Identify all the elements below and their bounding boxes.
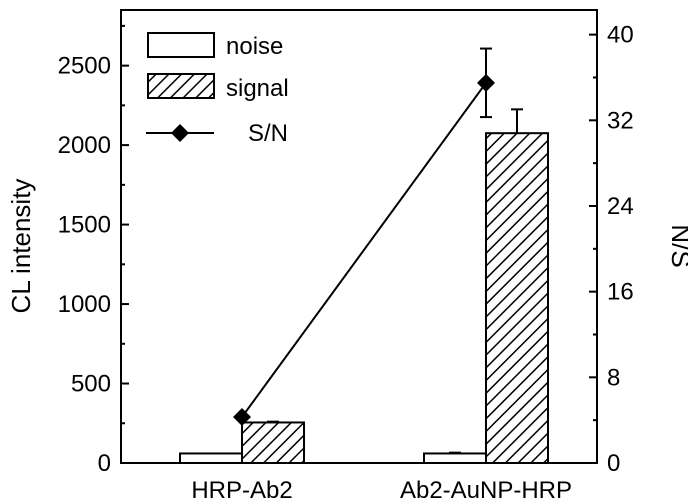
x-axis: HRP-Ab2 Ab2-AuNP-HRP	[191, 455, 572, 504]
y-right-tick-label-40: 40	[607, 22, 634, 49]
y-axis-label: CL intensity	[6, 179, 36, 314]
sn-marker-HRP-Ab2	[233, 407, 251, 426]
y-right-tick-label-8: 8	[607, 364, 620, 391]
sn-line-layer	[233, 47, 495, 426]
y-right-tick-label-0: 0	[607, 450, 620, 477]
legend-label-sn: S/N	[248, 120, 288, 147]
legend-swatch-signal	[147, 73, 215, 99]
legend-label-signal: signal	[226, 75, 289, 102]
y-right-tick-label-16: 16	[607, 279, 634, 306]
right-axis: 0 8 16 24 32 40	[589, 22, 634, 477]
bars-layer	[179, 132, 549, 465]
y-right-tick-label-32: 32	[607, 107, 634, 134]
y-axis-right-label: N/S	[666, 224, 688, 267]
legend-marker-sn	[171, 124, 189, 142]
bar-signal-HRP-Ab2	[241, 421, 305, 464]
error-bars-layer	[267, 108, 523, 454]
bar-signal-Ab2-AuNP-HRP	[485, 132, 549, 464]
x-tick-label-HRP-Ab2: HRP-Ab2	[191, 477, 292, 504]
legend: noise signal S/N	[146, 32, 289, 147]
sn-marker-Ab2-AuNP-HRP	[477, 73, 495, 92]
left-axis: 0 500 1000 1500 2000 2500	[58, 24, 129, 477]
y-tick-label-2000: 2000	[58, 132, 111, 159]
legend-label-noise: noise	[226, 33, 283, 60]
y-tick-label-2500: 2500	[58, 53, 111, 80]
bar-noise-HRP-Ab2	[179, 452, 243, 465]
sn-line	[241, 82, 487, 418]
x-tick-label-Ab2-AuNP-HRP: Ab2-AuNP-HRP	[400, 477, 572, 504]
bar-noise-Ab2-AuNP-HRP	[423, 452, 487, 465]
y-tick-label-1000: 1000	[58, 291, 111, 318]
y-tick-label-0: 0	[98, 450, 111, 477]
legend-swatch-noise	[147, 32, 215, 58]
y-tick-label-1500: 1500	[58, 212, 111, 239]
y-right-tick-label-24: 24	[607, 193, 634, 220]
y-tick-label-500: 500	[71, 371, 111, 398]
plot-frame	[120, 9, 598, 464]
